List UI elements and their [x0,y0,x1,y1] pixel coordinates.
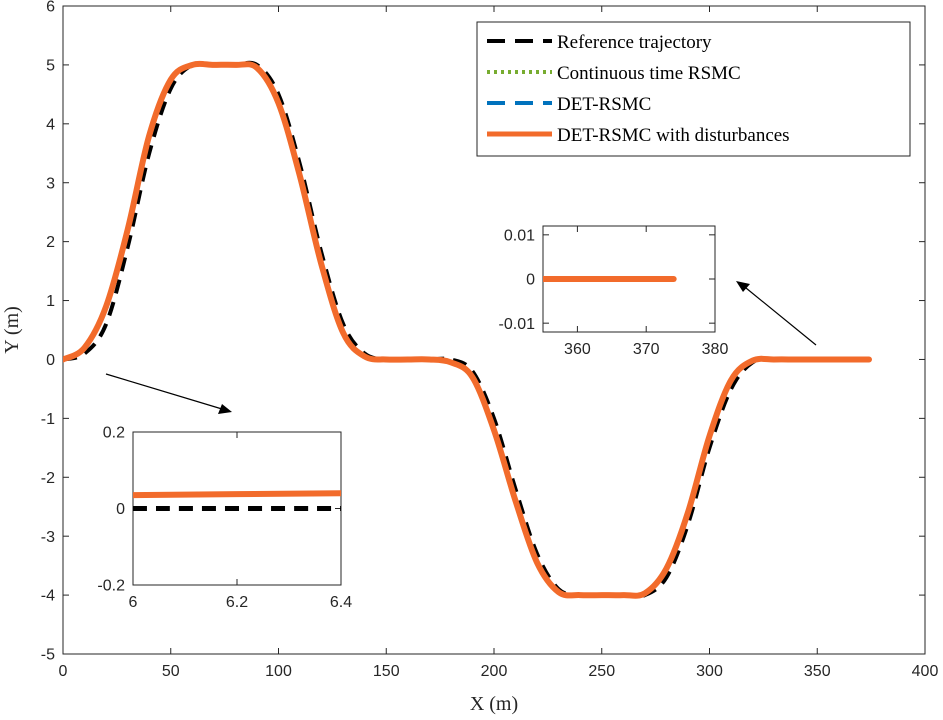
inset-end-x-tick-label: 360 [564,341,591,358]
inset-start-series-det-rsmc-with-disturbances [133,490,341,499]
main-x-tick-label: 350 [804,663,831,680]
arrow-to-inset-start [105,373,232,414]
legend: Reference trajectory Continuous time RSMC… [476,21,911,157]
main-y-tick-label: 6 [46,0,55,16]
main-x-tick-label: 50 [162,663,180,680]
main-series-det-rsmc-with-disturbances [63,60,872,599]
inset-start-y-tick-label: 0.2 [103,425,125,442]
legend-label-1: Reference trajectory [557,32,712,53]
inset-start-x-tick-label: 6.2 [226,594,248,611]
main-x-tick-label: 0 [59,663,68,680]
inset-end-y-tick-label: 0.01 [504,227,535,244]
main-x-tick-label: 250 [588,663,615,680]
main-y-tick-label: -1 [41,411,55,428]
main-x-tick-label: 150 [373,663,400,680]
main-y-tick-label: 3 [46,175,55,192]
inset-end-y-tick-label: -0.01 [499,316,536,333]
arrow-to-inset-end [736,281,817,346]
legend-label-3: DET-RSMC [557,94,651,115]
main-x-tick-label: 200 [481,663,508,680]
inset-start-y-tick-label: -0.2 [97,578,125,595]
inset-end-x-tick-label: 380 [702,341,729,358]
main-x-tick-label: 300 [696,663,723,680]
inset-start-plot: 6 6.2 6.4 -0.2 0 0.2 [97,425,352,611]
main-y-tick-label: 2 [46,234,55,251]
main-y-tick-label: -5 [41,647,55,664]
legend-label-2: Continuous time RSMC [557,63,741,84]
main-y-tick-label: 1 [46,293,55,310]
inset-start-x-tick-label: 6.4 [330,594,352,611]
main-y-tick-label: 5 [46,58,55,75]
main-y-tick-label: -4 [41,588,55,605]
inset-end-plot: 360 370 380 -0.01 0 0.01 [499,225,729,358]
main-x-tick-label: 400 [912,663,939,680]
inset-start-x-tick-label: 6 [129,594,138,611]
inset-end-x-tick-label: 370 [633,341,660,358]
inset-start-y-tick-label: 0 [116,501,125,518]
y-axis-label: Y (m) [1,306,23,354]
inset-end-y-tick-label: 0 [526,272,535,289]
x-axis-label: X (m) [470,693,518,715]
legend-label-4: DET-RSMC with disturbances [557,125,790,146]
main-y-tick-label: 4 [46,116,55,133]
main-y-tick-label: -3 [41,529,55,546]
main-x-tick-label: 100 [265,663,292,680]
main-y-tick-label: -2 [41,470,55,487]
main-series-reference-trajectory [63,60,869,599]
main-y-tick-label: 0 [46,352,55,369]
